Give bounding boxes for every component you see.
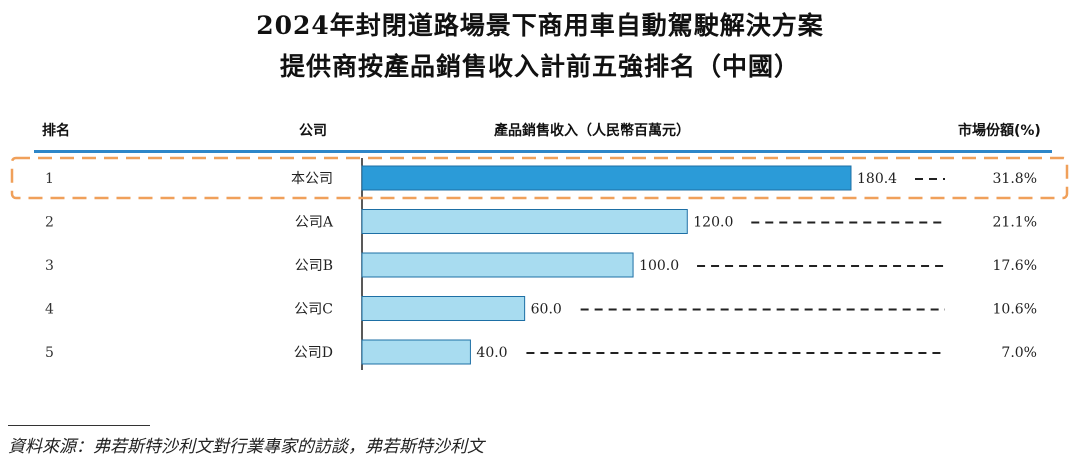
market-share-label: 21.1% bbox=[993, 215, 1037, 231]
bar bbox=[361, 209, 688, 234]
market-share-label: 7.0% bbox=[1001, 345, 1037, 361]
bar bbox=[361, 296, 526, 321]
value-label: 100.0 bbox=[639, 258, 679, 274]
rank-label: 5 bbox=[45, 345, 54, 361]
company-label: 公司D bbox=[294, 345, 333, 361]
market-share-label: 17.6% bbox=[993, 258, 1037, 274]
market-share-label: 31.8% bbox=[993, 171, 1037, 187]
market-share-label: 10.6% bbox=[993, 302, 1037, 318]
company-label: 公司A bbox=[295, 215, 334, 231]
value-label: 40.0 bbox=[476, 345, 507, 361]
rank-label: 2 bbox=[45, 215, 54, 231]
header-market-share: 市場份額(%) bbox=[958, 123, 1041, 139]
company-label: 本公司 bbox=[291, 171, 333, 187]
bar bbox=[361, 252, 634, 278]
rank-label: 1 bbox=[45, 171, 54, 187]
value-label: 120.0 bbox=[693, 215, 733, 231]
header-rule bbox=[34, 150, 1052, 153]
company-label: 公司B bbox=[295, 258, 333, 274]
header-rank: 排名 bbox=[42, 123, 70, 139]
header-revenue: 產品銷售收入（人民幣百萬元） bbox=[494, 123, 690, 139]
chart-subtitle: 提供商按產品銷售收入計前五強排名（中國） bbox=[279, 52, 800, 81]
rank-label: 4 bbox=[45, 302, 54, 318]
chart-title: 2024年封閉道路場景下商用車自動駕駛解決方案 bbox=[256, 11, 824, 40]
source-note: 資料來源：弗若斯特沙利文對行業專家的訪談，弗若斯特沙利文 bbox=[8, 437, 484, 457]
company-label: 公司C bbox=[294, 302, 333, 318]
rank-label: 3 bbox=[45, 258, 54, 274]
bar bbox=[361, 165, 852, 191]
value-label: 180.4 bbox=[857, 171, 897, 187]
bar bbox=[361, 339, 471, 365]
source-rule bbox=[8, 425, 150, 426]
header-company: 公司 bbox=[299, 123, 327, 139]
highlight-box bbox=[10, 156, 1069, 200]
value-label: 60.0 bbox=[531, 302, 562, 318]
